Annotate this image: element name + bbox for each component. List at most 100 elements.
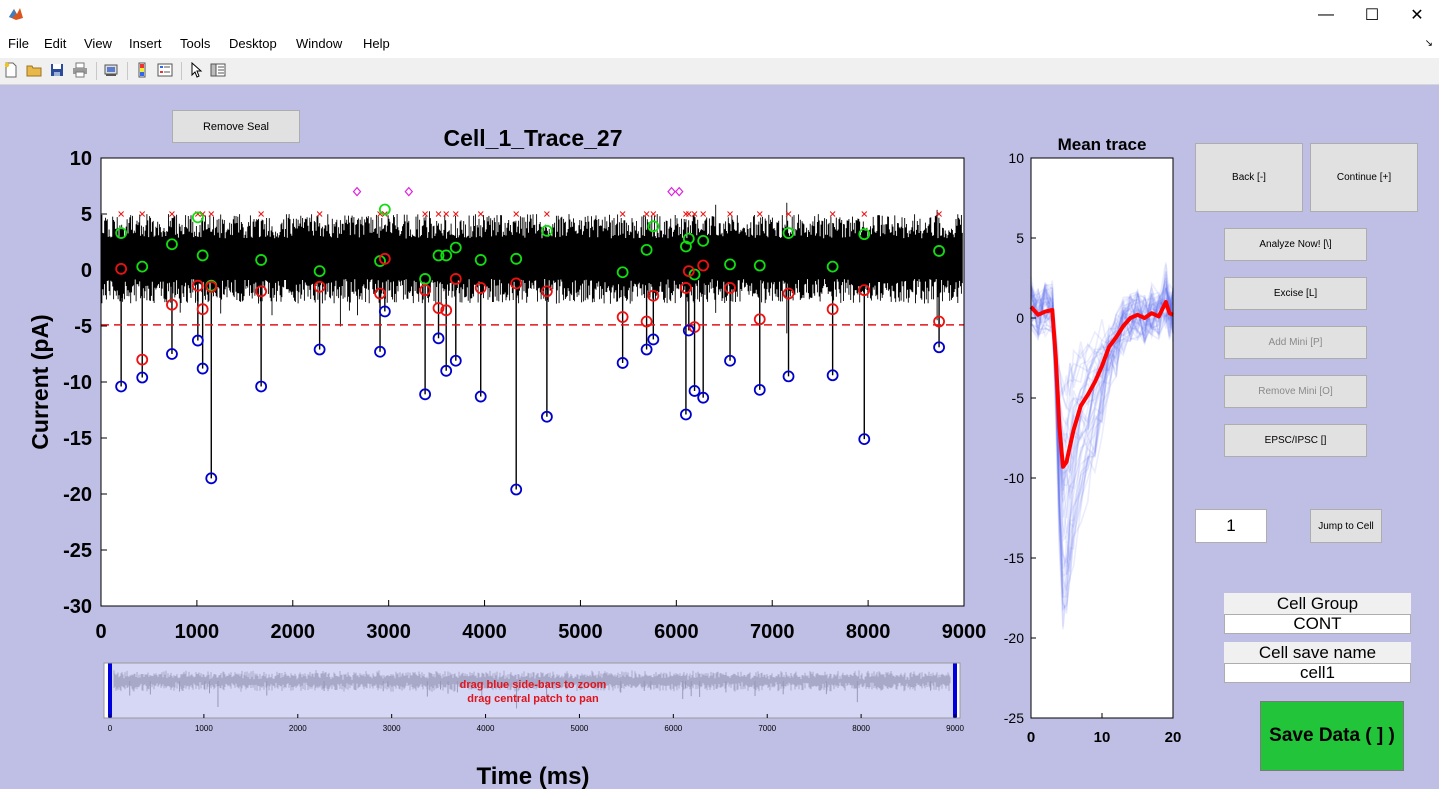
onset-marker [688, 321, 701, 334]
x-tick-label: 7000 [758, 724, 776, 733]
onset-marker [782, 287, 795, 300]
onset-marker [205, 280, 218, 293]
onset-marker [933, 315, 945, 328]
dock-figure-icon[interactable]: ↘ [1424, 38, 1433, 49]
x-tick-label: 9000 [942, 621, 987, 643]
menu-file[interactable]: File [8, 36, 29, 51]
y-tick-label: 5 [1016, 230, 1024, 246]
navigator-box [103, 662, 961, 719]
onset-marker [115, 262, 128, 275]
maximize-button[interactable]: ☐ [1364, 7, 1380, 24]
mean-trace-plot[interactable]: 0 10 20 10 5 0 -5 -10 -15 -20 -25 Mean trace [1004, 135, 1182, 746]
y-tick-label: -30 [63, 596, 92, 618]
event-cross [829, 211, 836, 217]
zoom-navigator[interactable]: 0 1000 2000 3000 4000 5000 6000 7000 8000 9000 dr… [103, 662, 964, 733]
peak-marker [313, 343, 326, 356]
remove-mini-button[interactable]: Remove Mini [O] [1224, 375, 1367, 408]
baseline-marker [858, 228, 871, 241]
menu-view[interactable]: View [84, 36, 112, 51]
peak-marker [191, 334, 204, 347]
menu-insert[interactable]: Insert [129, 36, 162, 51]
rejected-marker [674, 186, 684, 197]
navigator-trace-band [113, 670, 951, 692]
new-file-icon[interactable] [3, 62, 19, 78]
menu-edit[interactable]: Edit [44, 36, 67, 51]
peak-marker [510, 483, 523, 496]
colorbar-icon[interactable] [134, 62, 150, 78]
epsc-ipsc-button[interactable]: EPSC/IPSC [] [1224, 424, 1367, 457]
x-tick-label: 5000 [571, 724, 589, 733]
peak-marker [688, 385, 701, 397]
onset-marker [449, 273, 462, 285]
baseline-marker [826, 260, 839, 273]
peak-marker [616, 357, 629, 369]
event-cross [685, 211, 692, 217]
event-cross [443, 211, 450, 217]
baseline-marker [697, 234, 710, 247]
cell-index-input[interactable]: 1 [1195, 509, 1267, 543]
mean-axes-background[interactable] [1031, 158, 1173, 718]
menu-tools[interactable]: Tools [180, 36, 211, 51]
save-icon[interactable] [49, 62, 65, 78]
peak-marker [540, 410, 553, 423]
navigator-x-ticks: 0 1000 2000 3000 4000 5000 6000 7000 8000 9000 [108, 714, 964, 733]
menu-window[interactable]: Window [296, 36, 343, 51]
open-folder-icon[interactable] [26, 62, 42, 78]
print-preview-icon[interactable] [103, 62, 119, 78]
save-data-button[interactable]: Save Data ( ] ) [1260, 701, 1404, 771]
baseline-marker [680, 240, 692, 253]
menu-help[interactable]: Help [363, 36, 390, 51]
print-icon[interactable] [72, 62, 88, 78]
peak-marker [196, 362, 209, 375]
analyze-now-button[interactable]: Analyze Now! [\] [1224, 228, 1367, 261]
excise-button[interactable]: Excise [L] [1224, 277, 1367, 310]
mean-y-ticks: 10 5 0 -5 -10 -15 -20 -25 [1004, 150, 1036, 726]
onset-marker [697, 259, 710, 272]
minimize-button[interactable]: — [1318, 6, 1334, 23]
jump-to-cell-button[interactable]: Jump to Cell [1310, 509, 1382, 543]
onset-marker [682, 265, 695, 278]
baseline-markers [115, 203, 945, 292]
peak-marker [826, 369, 839, 382]
main-y-ticks: 10 5 0 -5 -10 -15 -20 -25 -30 [63, 148, 107, 618]
menu-desktop[interactable]: Desktop [229, 36, 277, 51]
onset-marker [680, 282, 692, 294]
onset-marker [640, 315, 653, 328]
toolbar-separator [127, 62, 128, 80]
peak-marker [640, 343, 653, 356]
mean-x-ticks: 0 10 20 [1027, 713, 1181, 746]
y-tick-label: -10 [63, 372, 92, 394]
onset-markers [115, 252, 945, 366]
main-trace-plot[interactable]: 0 1000 2000 3000 4000 5000 6000 7000 8000 9000 10… [27, 125, 986, 789]
main-axes-background[interactable] [101, 158, 964, 606]
property-editor-icon[interactable] [210, 62, 226, 78]
peak-marker [255, 380, 268, 393]
peak-marker [166, 348, 178, 360]
cell-save-name-input[interactable]: cell1 [1224, 663, 1411, 683]
close-window-button[interactable]: ✕ [1410, 7, 1424, 24]
navigator-trace [113, 670, 951, 709]
pointer-icon[interactable] [188, 62, 204, 78]
onset-marker [724, 282, 736, 294]
y-tick-label: 10 [70, 148, 92, 170]
baseline-marker [166, 238, 178, 251]
add-mini-button[interactable]: Add Mini [P] [1224, 326, 1367, 359]
baseline-marker [724, 258, 736, 271]
continue-button[interactable]: Continue [+] [1310, 143, 1418, 212]
back-button[interactable]: Back [-] [1195, 143, 1303, 212]
cell-group-input[interactable]: CONT [1224, 614, 1411, 634]
baseline-marker [647, 220, 660, 233]
navigator-pan-hint: drag central patch to pan [467, 693, 599, 705]
baseline-marker [616, 266, 629, 279]
remove-seal-button[interactable]: Remove Seal [172, 110, 300, 143]
legend-icon[interactable] [157, 62, 173, 78]
y-tick-label: -15 [1004, 550, 1024, 566]
peak-marker [647, 333, 660, 346]
x-tick-label: 9000 [946, 724, 964, 733]
main-y-axis-label: Current (pA) [27, 314, 53, 449]
main-x-axis-label: Time (ms) [477, 763, 590, 789]
y-tick-label: -10 [1004, 470, 1024, 486]
zoom-left-bar[interactable] [108, 663, 112, 718]
event-cross [316, 211, 323, 217]
zoom-right-bar[interactable] [953, 663, 957, 718]
